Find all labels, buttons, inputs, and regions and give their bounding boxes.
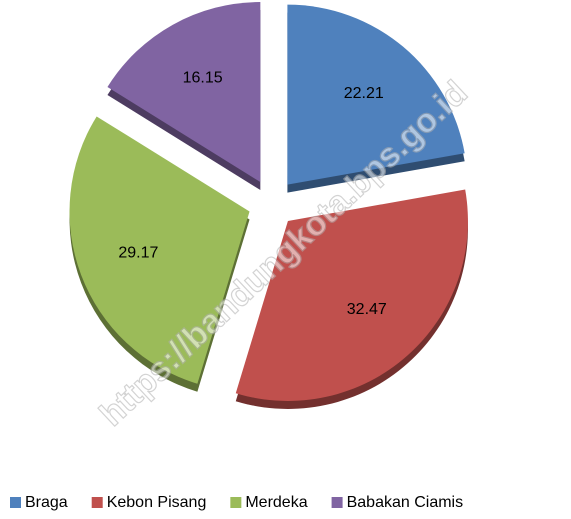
legend-label: Braga [25, 494, 68, 511]
legend-swatch [91, 497, 103, 508]
slice [235, 189, 468, 401]
legend-swatch [331, 497, 343, 508]
value-label: 32.47 [347, 301, 387, 318]
legend-label: Kebon Pisang [107, 494, 207, 511]
slice [107, 2, 261, 183]
slice [69, 116, 250, 384]
value-label: 16.15 [183, 69, 223, 86]
legend: Braga Kebon Pisang Merdeka Babakan Ciamis [10, 494, 463, 511]
legend-label: Babakan Ciamis [347, 494, 464, 511]
pie: 22.21 32.47 29.17 16.15 [69, 2, 468, 409]
legend-swatch [10, 497, 21, 508]
value-label: 22.21 [344, 85, 384, 102]
legend-swatch [230, 497, 242, 508]
slice [287, 4, 465, 185]
legend-label: Merdeka [245, 494, 307, 511]
value-label: 29.17 [118, 245, 158, 262]
